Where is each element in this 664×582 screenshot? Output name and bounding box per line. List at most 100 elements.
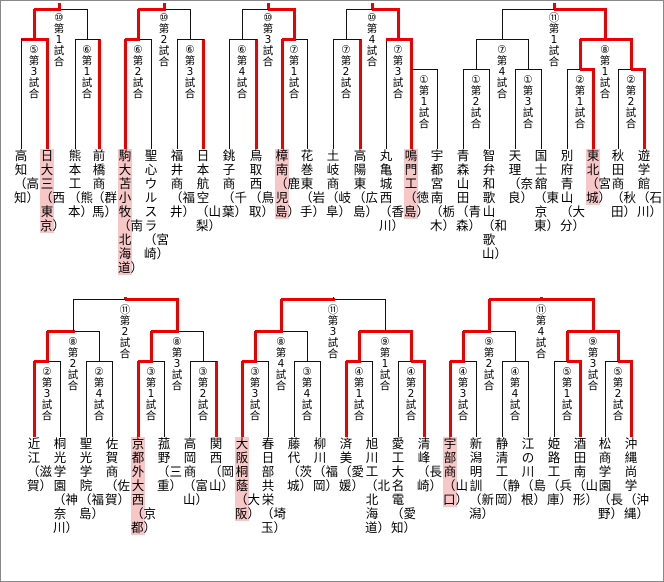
match-label: ⑪第1試合 xyxy=(547,12,561,68)
team-name: 高知（高知） xyxy=(14,148,40,205)
team-name: 天理（奈良） xyxy=(508,148,534,205)
bracket-line xyxy=(463,330,491,333)
team-name: 新潟明訓（新潟） xyxy=(469,436,495,521)
team-name: 宇部商（山口） xyxy=(443,436,469,507)
bracket-line xyxy=(125,38,140,41)
match-label: ⑦第3試合 xyxy=(391,44,405,100)
bracket-line xyxy=(333,297,334,299)
match-label: ⑤第2試合 xyxy=(611,366,625,422)
bracket-line xyxy=(293,9,296,39)
match-label: ⑥第4試合 xyxy=(235,44,249,100)
bracket-line xyxy=(229,39,230,149)
bracket-line xyxy=(502,361,503,437)
bracket-line xyxy=(359,39,362,149)
team-name: 遊学館（石川） xyxy=(637,148,663,219)
match-label: ③第1試合 xyxy=(144,366,158,422)
bracket-line xyxy=(151,39,152,149)
match-label: ②第3試合 xyxy=(40,366,54,422)
bracket-line xyxy=(202,39,205,149)
match-label: ⑪第4試合 xyxy=(534,304,548,360)
bracket-line xyxy=(410,331,413,361)
bracket-line xyxy=(254,331,257,361)
bracket-line xyxy=(242,9,243,39)
bracket-line xyxy=(502,361,529,362)
bracket-line xyxy=(281,298,335,301)
bracket-line xyxy=(34,360,49,363)
bracket-line xyxy=(515,69,542,70)
team-name: 沖縄尚学（沖縄） xyxy=(624,436,650,521)
bracket-line xyxy=(528,39,529,69)
match-label: ⑥第3試合 xyxy=(183,44,197,100)
bracket-line xyxy=(515,69,516,149)
bracket-line xyxy=(515,331,516,361)
bracket-line xyxy=(554,8,607,11)
bracket-line xyxy=(190,9,191,39)
bracket-line xyxy=(346,9,347,39)
team-name: 国士舘（東京東） xyxy=(534,148,560,233)
team-name: 関西（岡山） xyxy=(209,436,235,493)
bracket-line xyxy=(410,39,413,69)
team-name: 宇都宮南（栃木） xyxy=(430,148,456,233)
bracket-line xyxy=(75,39,76,149)
bracket-line xyxy=(333,39,334,149)
bracket-line xyxy=(385,299,386,331)
match-label: ⑧第3試合 xyxy=(170,336,184,392)
bracket-line xyxy=(554,361,555,437)
bracket-line xyxy=(320,361,321,437)
bracket-line xyxy=(307,39,308,149)
match-label: ①第2試合 xyxy=(469,74,483,130)
match-label: ⑧第2試合 xyxy=(66,336,80,392)
team-name: 鳥取西（鳥取） xyxy=(249,148,275,219)
bracket-line xyxy=(553,3,556,9)
bracket-line xyxy=(124,297,127,299)
bracket-line xyxy=(176,299,179,331)
team-name: 清峰（長崎） xyxy=(417,436,443,493)
match-label: ②第1試合 xyxy=(573,74,587,130)
bracket-line xyxy=(87,9,88,39)
bracket-line xyxy=(294,361,321,362)
bracket-line xyxy=(488,299,491,331)
match-label: ④第1試合 xyxy=(352,366,366,422)
bracket-line xyxy=(476,361,477,437)
bracket-line xyxy=(98,39,101,149)
team-name: 高岡商（富山） xyxy=(183,436,209,507)
bracket-line xyxy=(86,361,113,362)
team-name: 日大三（西東京） xyxy=(40,148,66,233)
bracket-line xyxy=(580,38,633,41)
bracket-line xyxy=(372,361,373,437)
bracket-line xyxy=(345,361,348,437)
bracket-line xyxy=(386,38,413,41)
bracket-line xyxy=(567,69,568,149)
bracket-line xyxy=(164,361,165,437)
team-name: 大阪桐蔭（大阪） xyxy=(235,436,261,521)
bracket-line xyxy=(463,69,464,149)
bracket-line xyxy=(502,9,503,39)
match-label: ④第3試合 xyxy=(456,366,470,422)
team-name: 柳川（福岡） xyxy=(313,436,339,493)
team-name: 高陽東（広島） xyxy=(353,148,379,219)
bracket-line xyxy=(268,361,269,437)
bracket-line xyxy=(137,9,140,39)
team-name: 前橋商（群馬） xyxy=(92,148,118,219)
match-label: ⑩第4試合 xyxy=(365,12,379,68)
bracket-line xyxy=(112,361,113,437)
team-name: 銚子商（千葉） xyxy=(222,148,248,219)
team-name: 土岐商（岐阜） xyxy=(326,148,352,219)
team-name: 旭川工（北北海道） xyxy=(365,436,391,535)
bracket-line xyxy=(75,39,100,40)
match-label: ⑩第2試合 xyxy=(157,12,171,68)
bracket-line xyxy=(151,330,179,333)
bracket-line xyxy=(190,361,191,437)
team-name: 桐光学園（神奈川） xyxy=(53,436,79,535)
bracket-line xyxy=(397,9,400,39)
bracket-line xyxy=(138,8,166,11)
team-name: 聖心ウルスラ（宮崎） xyxy=(144,148,170,261)
match-label: ②第2試合 xyxy=(624,74,638,130)
match-label: ⑧第4試合 xyxy=(274,336,288,392)
bracket-line xyxy=(605,361,606,437)
bracket-line xyxy=(33,361,36,437)
match-label: ⑩第3試合 xyxy=(261,12,275,68)
bracket-line xyxy=(528,361,529,437)
match-label: ①第3試合 xyxy=(521,74,535,130)
